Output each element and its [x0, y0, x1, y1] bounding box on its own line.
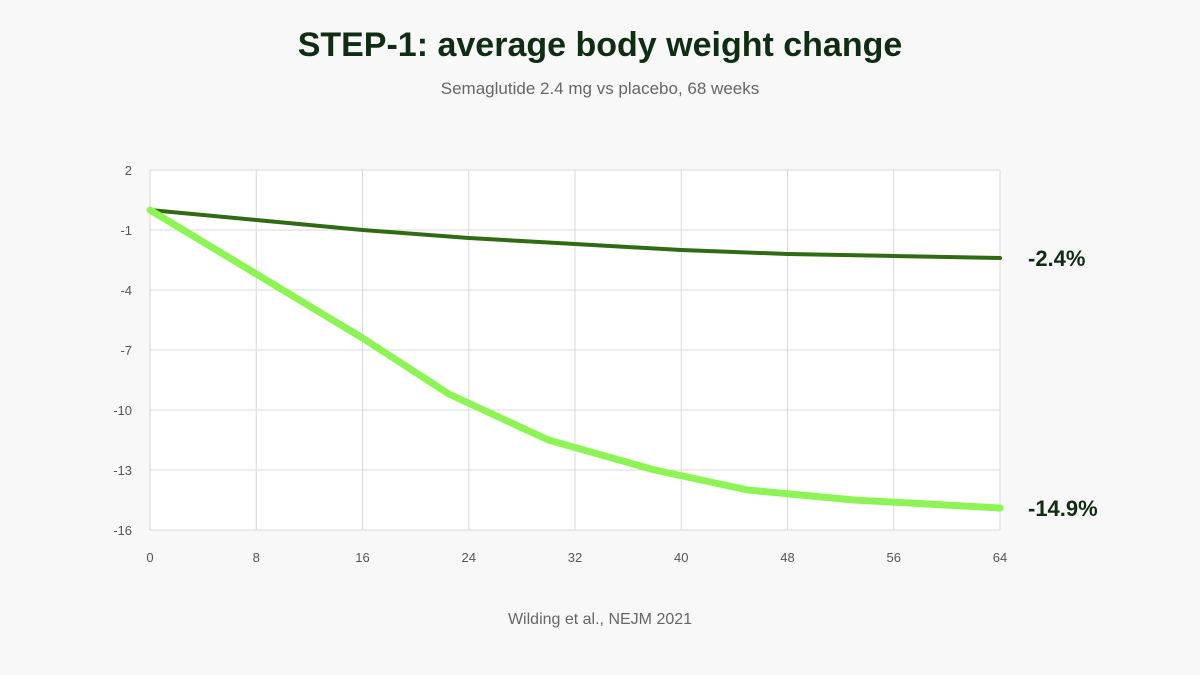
- x-tick-label: 56: [887, 550, 901, 565]
- chart-subtitle: Semaglutide 2.4 mg vs placebo, 68 weeks: [440, 79, 760, 98]
- series-end-label-2: -14.9%: [1028, 496, 1098, 521]
- x-tick-label: 48: [780, 550, 794, 565]
- series-end-labels: -2.4% -14.9%: [1028, 246, 1098, 521]
- x-tick-label: 32: [568, 550, 582, 565]
- source-citation: Wilding et al., NEJM 2021: [507, 611, 693, 628]
- series-end-label-1: -2.4%: [1028, 246, 1085, 271]
- x-tick-label: 40: [674, 550, 688, 565]
- y-tick-label: 2: [125, 163, 132, 178]
- x-tick-label: 64: [993, 550, 1007, 565]
- x-tick-label: 0: [146, 550, 153, 565]
- series-line-1: [148, 208, 1002, 260]
- series-lines: [146, 206, 1004, 512]
- x-axis-ticks: 0 8 16 24 32 40 48 56 64: [146, 550, 1007, 565]
- y-tick-label: -13: [113, 463, 132, 478]
- y-tick-label: -10: [113, 403, 132, 418]
- x-tick-label: 16: [355, 550, 369, 565]
- x-tick-label: 8: [253, 550, 260, 565]
- y-tick-label: -4: [120, 283, 132, 298]
- series-line-2: [146, 206, 1004, 512]
- y-axis-ticks: 2 -1 -4 -7 -10 -13 -16: [113, 163, 132, 538]
- y-tick-label: -16: [113, 523, 132, 538]
- y-tick-label: -1: [120, 223, 132, 238]
- grid: [149, 169, 1001, 531]
- chart-title: STEP-1: average body weight change: [297, 26, 903, 64]
- x-tick-label: 24: [462, 550, 476, 565]
- y-tick-label: -7: [120, 343, 132, 358]
